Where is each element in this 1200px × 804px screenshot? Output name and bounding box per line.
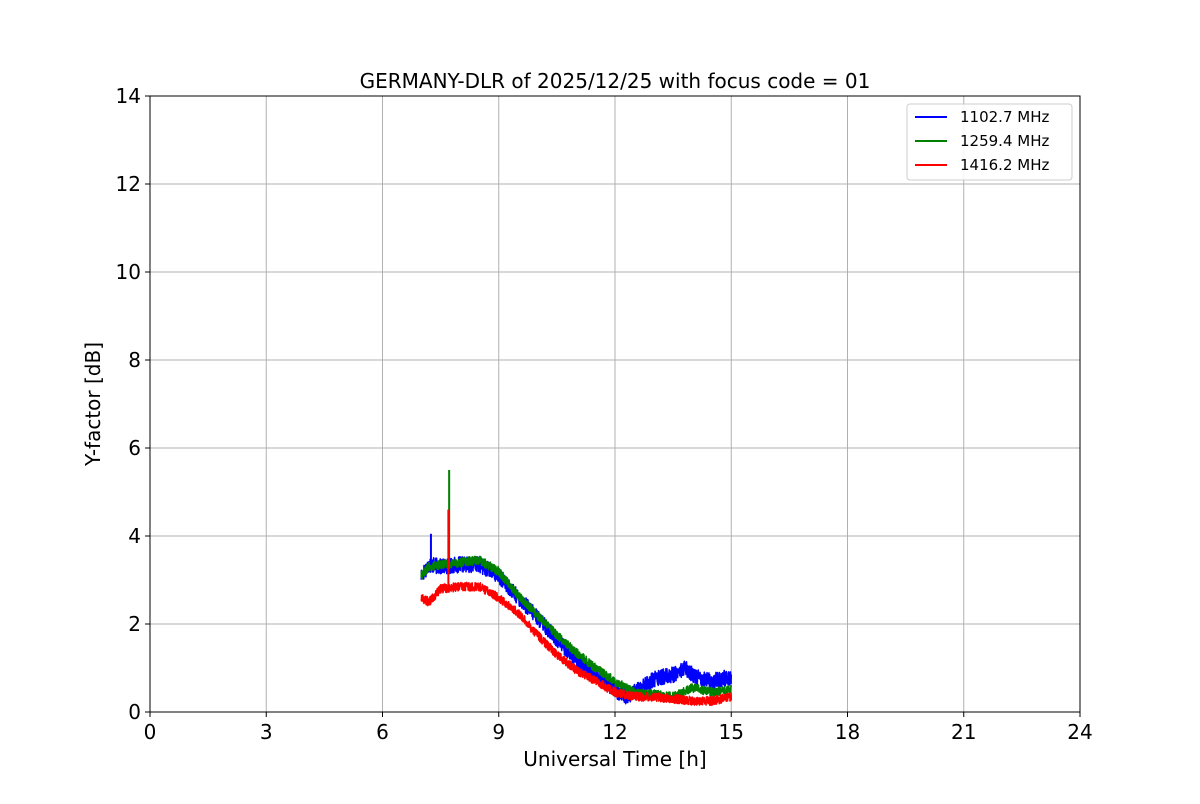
y-tick-label: 8 xyxy=(128,348,141,372)
legend-box xyxy=(906,103,1073,181)
x-axis: 0 3 6 9 12 15 18 21 24 xyxy=(144,712,1093,744)
grid-lines xyxy=(149,95,1081,713)
chart-title: GERMANY-DLR of 2025/12/25 with focus cod… xyxy=(360,69,871,93)
x-axis-title: Universal Time [h] xyxy=(523,747,706,771)
plot-area xyxy=(420,470,733,707)
series-line-2 xyxy=(420,555,733,701)
x-tick-label: 18 xyxy=(835,720,860,744)
x-tick-label: 15 xyxy=(719,720,744,744)
y-tick-label: 4 xyxy=(128,524,141,548)
x-tick-label: 6 xyxy=(376,720,389,744)
legend: 1102.7 MHz 1259.4 MHz 1416.2 MHz xyxy=(906,103,1073,181)
x-tick-label: 0 xyxy=(144,720,157,744)
legend-label: 1259.4 MHz xyxy=(960,132,1049,150)
y-tick-label: 2 xyxy=(128,612,141,636)
x-tick-label: 24 xyxy=(1067,720,1092,744)
y-tick-label: 12 xyxy=(116,172,141,196)
y-axis-title: Y-factor [dB] xyxy=(81,342,105,467)
y-tick-label: 14 xyxy=(116,84,141,108)
series-line-1 xyxy=(420,556,733,705)
y-tick-label: 10 xyxy=(116,260,141,284)
legend-label: 1102.7 MHz xyxy=(960,108,1049,126)
y-tick-label: 0 xyxy=(128,700,141,724)
x-tick-label: 21 xyxy=(951,720,976,744)
series-line-3 xyxy=(420,581,733,707)
y-axis: 0 2 4 6 8 10 12 14 xyxy=(116,84,150,724)
x-tick-label: 12 xyxy=(602,720,627,744)
legend-label: 1416.2 MHz xyxy=(960,156,1049,174)
x-tick-label: 3 xyxy=(260,720,273,744)
y-tick-label: 6 xyxy=(128,436,141,460)
x-tick-label: 9 xyxy=(492,720,505,744)
